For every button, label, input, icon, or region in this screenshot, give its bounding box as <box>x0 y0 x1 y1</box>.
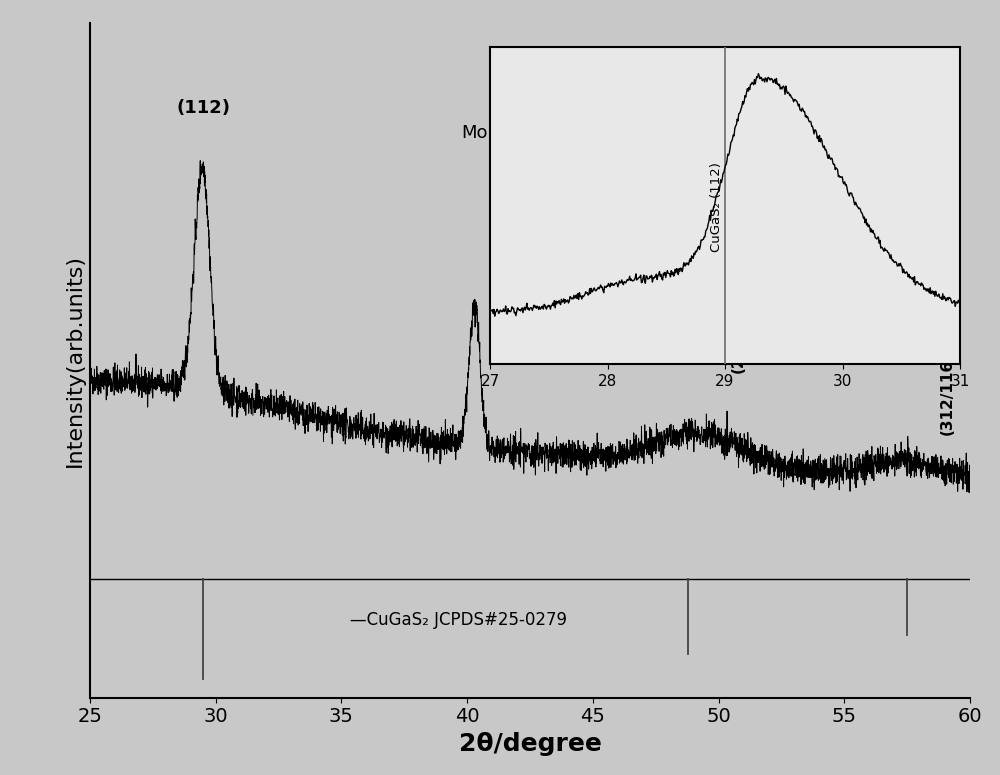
Text: Mo: Mo <box>461 124 488 142</box>
Text: —CuGaS₂ JCPDS#25-0279: —CuGaS₂ JCPDS#25-0279 <box>350 611 567 629</box>
Text: (220/204): (220/204) <box>731 289 746 373</box>
X-axis label: 2θ/degree: 2θ/degree <box>459 732 601 756</box>
Y-axis label: Intensity(arb.units): Intensity(arb.units) <box>64 254 84 467</box>
Text: (112): (112) <box>176 99 230 117</box>
Text: (312/116): (312/116) <box>940 353 955 436</box>
Text: CuGaS₂ (112): CuGaS₂ (112) <box>710 162 723 252</box>
